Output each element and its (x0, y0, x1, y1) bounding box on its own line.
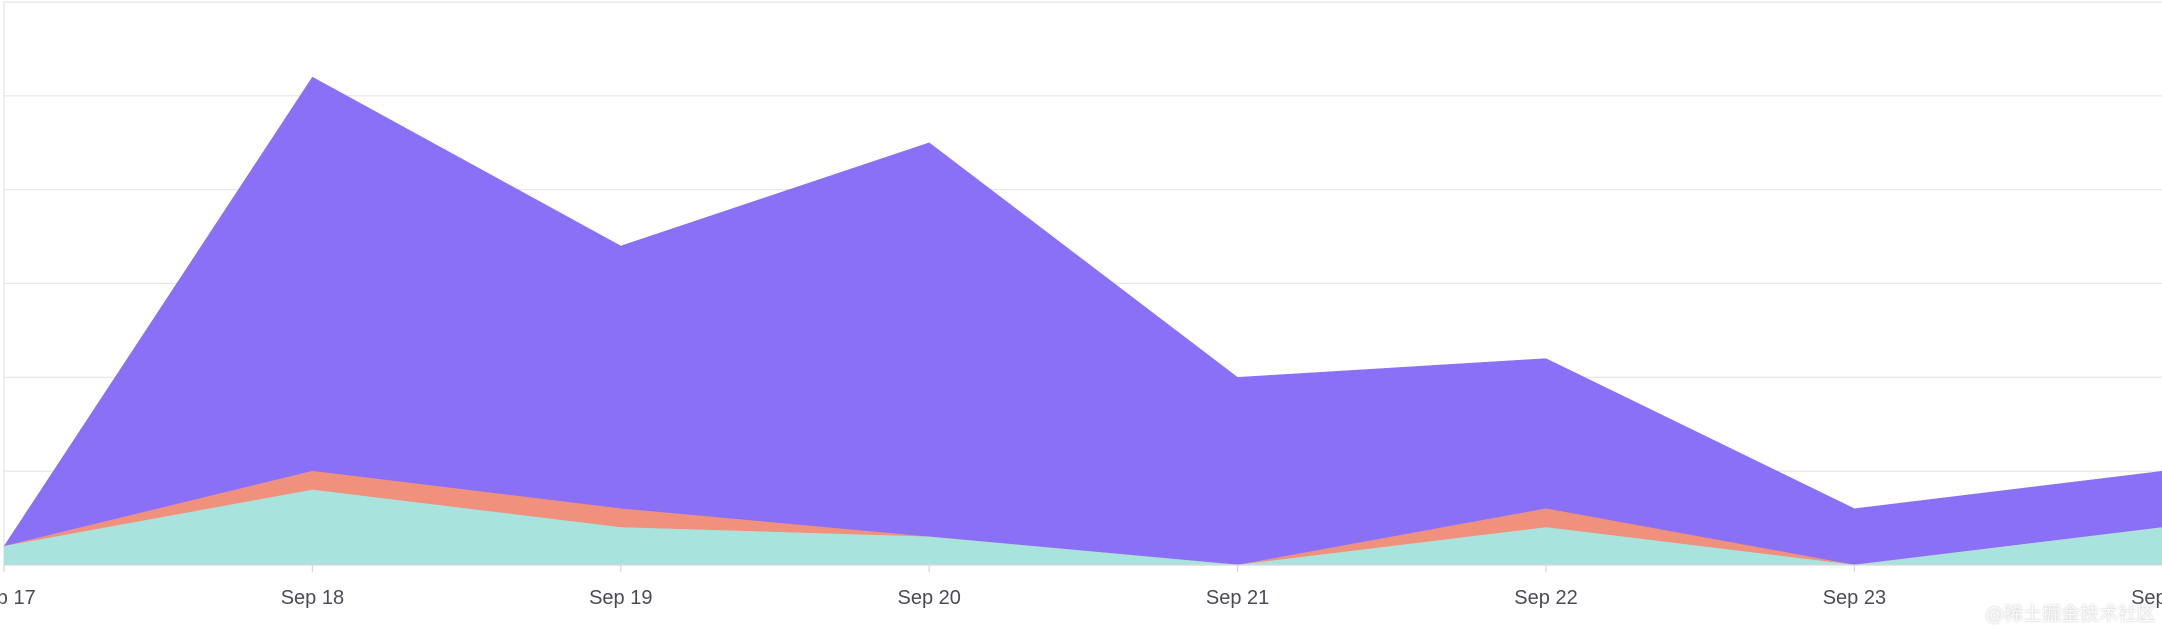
x-tick-label: Sep 22 (1514, 587, 1577, 609)
watermark-text: @稀土掘金技术社区 (1984, 603, 2156, 625)
x-tick-label: Sep 20 (898, 587, 961, 609)
x-tick-label: Sep 19 (589, 587, 652, 609)
x-tick-label: Sep 18 (281, 587, 344, 609)
x-axis: Sep 17 Sep 18 Sep 19 Sep 20 Sep 21 Sep 22 Sep … (0, 564, 2162, 609)
x-tick-label: Sep 24 (2131, 587, 2162, 609)
x-tick-label: Sep 23 (1823, 587, 1886, 609)
x-tick-label: Sep 21 (1206, 587, 1269, 609)
x-tick-label: Sep 17 (0, 587, 36, 609)
area-series-group (3, 76, 2162, 566)
